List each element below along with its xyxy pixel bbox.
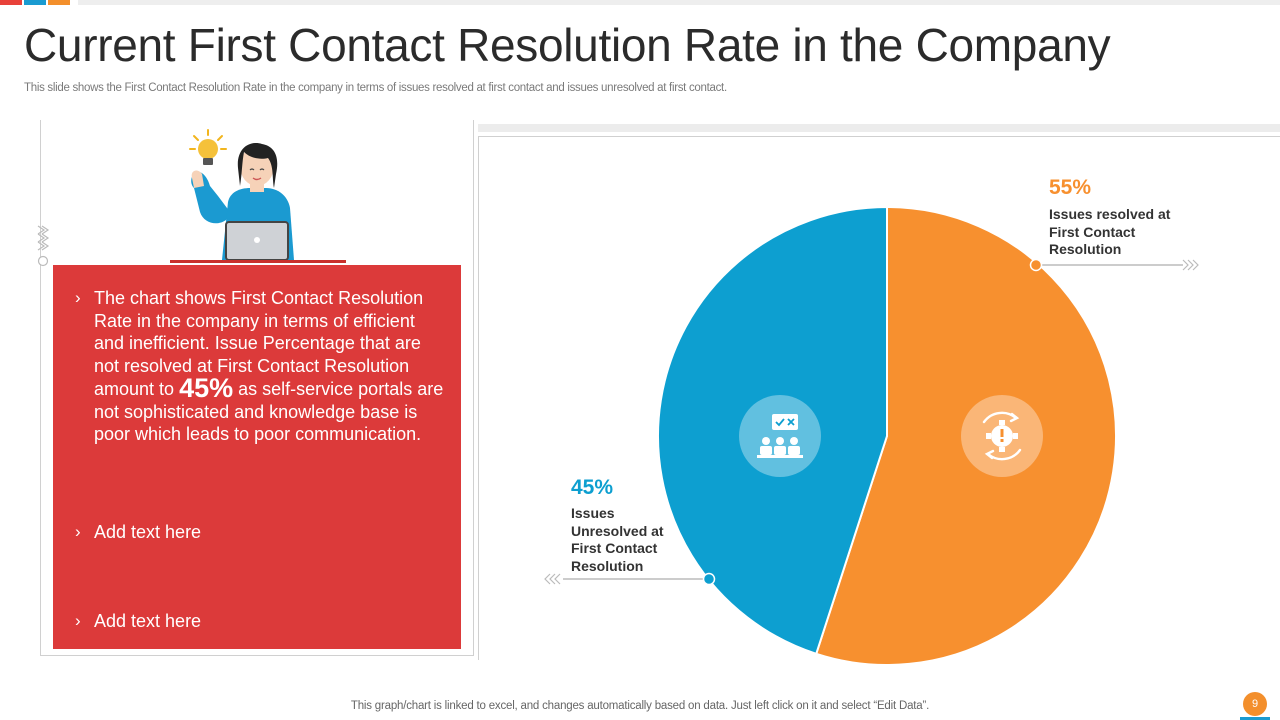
page-subtitle: This slide shows the First Contact Resol…	[24, 82, 727, 94]
description-panel: › The chart shows First Contact Resoluti…	[53, 265, 461, 649]
resolved-percentage-label: 55%	[1049, 176, 1092, 199]
chart-frame-shadow	[478, 124, 1280, 132]
left-chevrons-icon	[37, 225, 50, 267]
team-meeting-icon	[739, 395, 821, 477]
chevron-right-icon: ›	[75, 611, 81, 630]
top-accent-red	[0, 0, 22, 5]
bullet-text-part2: as self-service portals are not sophisti…	[94, 379, 444, 444]
highlight-percentage: 45%	[179, 373, 234, 403]
gear-cycle-icon	[961, 395, 1043, 477]
callout-resolved	[1029, 258, 1199, 272]
bullet-text: Add text here	[94, 522, 202, 542]
page-number-underline	[1240, 717, 1270, 720]
top-accent-orange	[48, 0, 70, 5]
footer-note: This graph/chart is linked to excel, and…	[350, 700, 930, 712]
callout-unresolved	[544, 572, 716, 586]
page-number-badge: 9	[1243, 692, 1267, 716]
resolved-description-label: Issues resolved at First Contact Resolut…	[1049, 206, 1171, 257]
pie-slice-resolved[interactable]	[814, 205, 1117, 666]
woman-idea-laptop-illustration	[170, 129, 346, 263]
chevron-left-icon	[544, 573, 561, 585]
chevron-right-icon: ›	[75, 522, 81, 541]
bullet-text: The chart shows First Contact Resolution…	[94, 287, 444, 446]
chart-frame	[478, 124, 1280, 660]
top-accent-blue	[24, 0, 46, 5]
chart-frame-border	[478, 136, 1280, 660]
unresolved-description-label: Issues Unresolved at First Contact Resol…	[571, 505, 664, 574]
chevron-right-icon: ›	[75, 288, 81, 307]
lightbulb-icon	[189, 129, 227, 165]
pie-slice-unresolved[interactable]	[657, 205, 888, 656]
bullet-text: Add text here	[94, 611, 202, 631]
bullet-text-part1: The chart shows First Contact Resolution…	[94, 288, 424, 399]
text-card-frame	[40, 120, 474, 656]
top-accent-gray	[78, 0, 1280, 5]
chevron-right-icon	[1182, 259, 1199, 271]
unresolved-percentage-label: 45%	[571, 476, 614, 499]
page-title: Current First Contact Resolution Rate in…	[24, 19, 1111, 71]
